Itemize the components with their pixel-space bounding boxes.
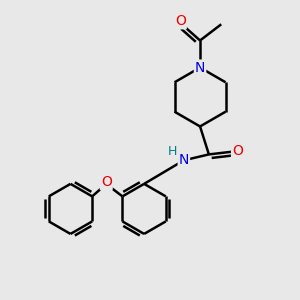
Text: H: H [168, 145, 177, 158]
Text: O: O [101, 175, 112, 189]
Text: O: O [175, 14, 186, 28]
Text: N: N [195, 61, 205, 75]
Text: N: N [179, 153, 189, 167]
Text: O: O [232, 145, 243, 158]
